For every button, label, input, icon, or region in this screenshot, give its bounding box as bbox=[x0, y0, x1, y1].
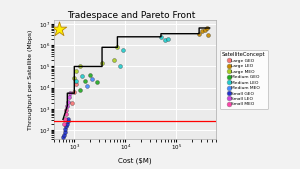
Point bbox=[61, 134, 66, 136]
Point bbox=[65, 120, 70, 123]
Point bbox=[118, 65, 123, 68]
Point bbox=[78, 88, 82, 91]
Legend: Large GEO, Large LEO, Large MEO, Medium GEO, Medium LEO, Medium MEO, Small GEO, : Large GEO, Large LEO, Large MEO, Medium … bbox=[220, 50, 268, 109]
Point bbox=[64, 125, 69, 128]
Point bbox=[78, 65, 82, 68]
Point bbox=[89, 78, 94, 81]
Point bbox=[159, 35, 164, 38]
Point bbox=[62, 131, 67, 134]
Point bbox=[61, 122, 66, 125]
Point bbox=[121, 49, 125, 51]
Point bbox=[95, 81, 100, 84]
Point bbox=[85, 85, 90, 87]
Point bbox=[74, 83, 79, 85]
Point bbox=[163, 39, 167, 41]
Point bbox=[72, 91, 77, 94]
Point bbox=[200, 30, 205, 33]
Point bbox=[66, 100, 70, 103]
Point bbox=[82, 80, 87, 83]
Point bbox=[87, 74, 92, 76]
Point bbox=[56, 27, 61, 30]
X-axis label: Cost ($M): Cost ($M) bbox=[118, 158, 152, 164]
Point bbox=[64, 108, 69, 111]
Point bbox=[64, 122, 69, 125]
Point bbox=[205, 27, 209, 29]
Point bbox=[63, 128, 68, 131]
Point bbox=[74, 70, 79, 73]
Point bbox=[197, 32, 202, 35]
Point bbox=[66, 118, 70, 121]
Point bbox=[100, 61, 104, 64]
Point bbox=[70, 101, 74, 104]
Point bbox=[72, 76, 77, 79]
Text: Tradespace and Pareto Front: Tradespace and Pareto Front bbox=[67, 10, 195, 19]
Point bbox=[115, 46, 120, 49]
Point bbox=[67, 96, 71, 99]
Point bbox=[80, 75, 84, 78]
Point bbox=[166, 38, 171, 40]
Point bbox=[112, 59, 116, 61]
Point bbox=[63, 112, 68, 115]
Point bbox=[74, 80, 79, 83]
Point bbox=[61, 136, 65, 139]
Point bbox=[206, 34, 211, 37]
Point bbox=[65, 104, 70, 107]
Y-axis label: Throughput per Satellite (Mbps): Throughput per Satellite (Mbps) bbox=[28, 29, 33, 130]
Point bbox=[202, 28, 207, 31]
Point bbox=[62, 117, 67, 120]
Point bbox=[68, 92, 72, 94]
